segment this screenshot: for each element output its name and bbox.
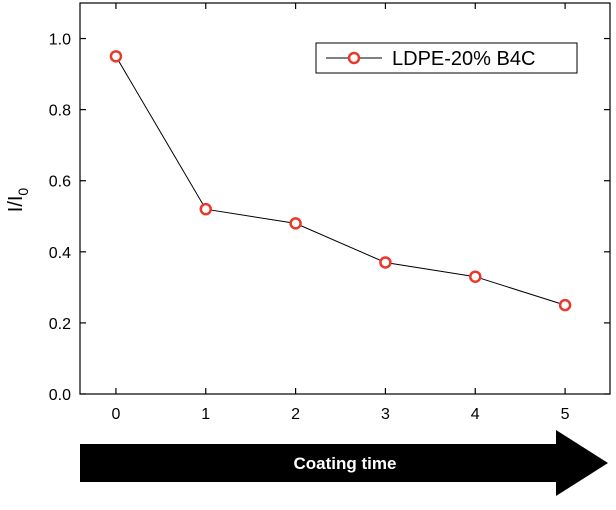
x-tick-label: 4 [471, 406, 480, 423]
y-tick-label: 0.0 [49, 387, 71, 404]
x-tick-label: 1 [201, 406, 210, 423]
legend-box [315, 42, 578, 74]
legend-marker-sample [347, 51, 361, 65]
y-axis: 0.0 0.2 0.4 0.6 0.8 1.0 [49, 32, 610, 404]
y-tick-label: 0.2 [49, 316, 71, 333]
y-axis-label-subscript: 0 [15, 188, 31, 196]
arrow-shape [80, 430, 608, 496]
series-ldpe-20-b4c [109, 50, 572, 312]
coating-time-arrow: Coating time [80, 430, 608, 496]
legend-label: LDPE-20% B4C [392, 48, 535, 70]
x-tick-label: 3 [381, 406, 390, 423]
data-point [199, 202, 213, 216]
data-point [109, 50, 123, 63]
x-tick-label: 0 [111, 406, 120, 423]
data-point [469, 270, 482, 283]
arrow-label: Coating time [294, 454, 397, 473]
data-point [379, 256, 392, 269]
x-tick-label: 2 [291, 406, 300, 423]
y-tick-label: 0.4 [49, 245, 71, 262]
x-tick-label: 5 [561, 406, 570, 423]
y-tick-label: 1.0 [49, 32, 71, 49]
plot-frame [79, 2, 611, 395]
y-tick-label: 0.8 [49, 103, 71, 120]
x-axis: 0 1 2 3 4 5 [111, 3, 570, 423]
y-axis-label: I/I0 [5, 188, 31, 213]
data-point [558, 298, 572, 312]
series-line [115, 56, 566, 306]
y-tick-label: 0.6 [49, 174, 71, 191]
data-point [289, 217, 302, 230]
legend: LDPE-20% B4C [315, 42, 578, 74]
